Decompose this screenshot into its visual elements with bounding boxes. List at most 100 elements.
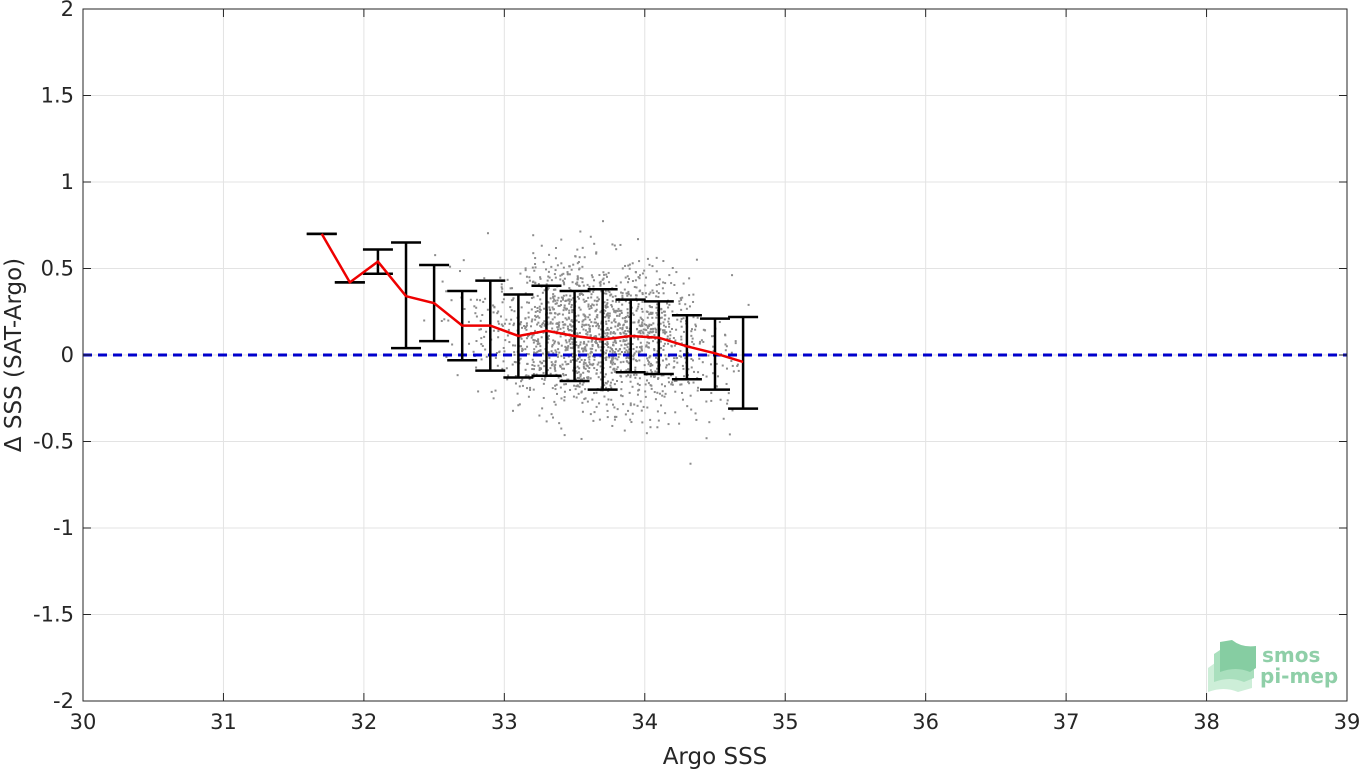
scatter-point xyxy=(498,350,501,353)
scatter-point xyxy=(603,292,606,295)
scatter-point xyxy=(530,297,533,300)
scatter-point xyxy=(626,311,629,314)
scatter-point xyxy=(641,321,644,324)
scatter-point xyxy=(511,363,514,366)
scatter-point xyxy=(655,311,658,314)
scatter-point xyxy=(710,335,713,338)
scatter-point xyxy=(575,359,578,362)
scatter-point xyxy=(640,318,643,321)
scatter-point xyxy=(662,292,665,295)
scatter-point xyxy=(593,392,596,395)
scatter-point xyxy=(627,264,630,267)
scatter-point xyxy=(621,292,624,295)
scatter-point xyxy=(552,352,555,355)
scatter-point xyxy=(663,318,666,321)
scatter-point xyxy=(569,294,572,297)
scatter-point xyxy=(641,421,644,424)
scatter-point xyxy=(566,272,569,275)
scatter-point xyxy=(551,322,554,325)
scatter-point xyxy=(632,321,635,324)
scatter-point xyxy=(710,399,713,402)
scatter-point xyxy=(606,314,609,317)
scatter-point xyxy=(583,348,586,351)
scatter-point xyxy=(652,340,655,343)
scatter-point xyxy=(578,256,581,259)
scatter-point xyxy=(665,364,668,367)
scatter-point xyxy=(534,263,537,266)
y-tick-label: 0.5 xyxy=(41,257,74,281)
scatter-point xyxy=(574,327,577,330)
scatter-point xyxy=(593,411,596,414)
scatter-point xyxy=(659,347,662,350)
scatter-point xyxy=(680,338,683,341)
scatter-point xyxy=(579,375,582,378)
scatter-point xyxy=(665,358,668,361)
scatter-point xyxy=(623,343,626,346)
scatter-point xyxy=(585,364,588,367)
scatter-point xyxy=(551,343,554,346)
scatter-point xyxy=(669,334,672,337)
scatter-point xyxy=(519,336,522,339)
scatter-point xyxy=(609,381,612,384)
x-tick-label: 33 xyxy=(491,710,518,734)
scatter-point xyxy=(650,375,653,378)
scatter-point xyxy=(697,371,700,374)
scatter-point xyxy=(692,293,695,296)
scatter-point xyxy=(619,340,622,343)
scatter-point xyxy=(492,304,495,307)
scatter-point xyxy=(564,349,567,352)
scatter-point xyxy=(623,347,626,350)
scatter-point xyxy=(529,388,532,391)
scatter-point xyxy=(622,403,625,406)
scatter-point xyxy=(653,348,656,351)
scatter-point xyxy=(634,271,637,274)
scatter-point xyxy=(615,284,618,287)
scatter-point xyxy=(747,303,750,306)
scatter-point xyxy=(612,332,615,335)
scatter-point xyxy=(542,322,545,325)
scatter-point xyxy=(534,310,537,313)
scatter-point xyxy=(546,279,549,282)
scatter-point xyxy=(619,281,622,284)
scatter-point xyxy=(475,340,478,343)
scatter-point xyxy=(545,420,548,423)
scatter-point xyxy=(567,298,570,301)
scatter-point xyxy=(560,238,563,241)
scatter-point xyxy=(671,310,674,313)
scatter-point xyxy=(611,359,614,362)
scatter-point xyxy=(679,383,682,386)
scatter-point xyxy=(607,319,610,322)
scatter-point xyxy=(650,331,653,334)
scatter-point xyxy=(534,314,537,317)
scatter-point xyxy=(579,308,582,311)
scatter-point xyxy=(613,370,616,373)
scatter-point xyxy=(543,378,546,381)
scatter-point xyxy=(662,348,665,351)
scatter-point xyxy=(526,345,529,348)
scatter-point xyxy=(647,331,650,334)
scatter-point xyxy=(514,382,517,385)
scatter-point xyxy=(619,374,622,377)
scatter-point xyxy=(595,303,598,306)
scatter-point xyxy=(647,363,650,366)
scatter-point xyxy=(588,285,591,288)
scatter-point xyxy=(555,322,558,325)
scatter-point xyxy=(688,294,691,297)
scatter-point xyxy=(595,325,598,328)
scatter-point xyxy=(634,366,637,369)
scatter-point xyxy=(586,365,589,368)
scatter-point xyxy=(620,311,623,314)
scatter-point xyxy=(577,392,580,395)
scatter-point xyxy=(532,372,535,375)
scatter-point xyxy=(532,234,535,237)
scatter-point xyxy=(534,281,537,284)
x-tick-label: 37 xyxy=(1053,710,1080,734)
scatter-point xyxy=(511,298,514,301)
scatter-point xyxy=(687,368,690,371)
scatter-point xyxy=(582,284,585,287)
scatter-point xyxy=(700,339,703,342)
scatter-point xyxy=(553,316,556,319)
scatter-point xyxy=(690,408,693,411)
scatter-point xyxy=(559,327,562,330)
scatter-point xyxy=(624,276,627,279)
